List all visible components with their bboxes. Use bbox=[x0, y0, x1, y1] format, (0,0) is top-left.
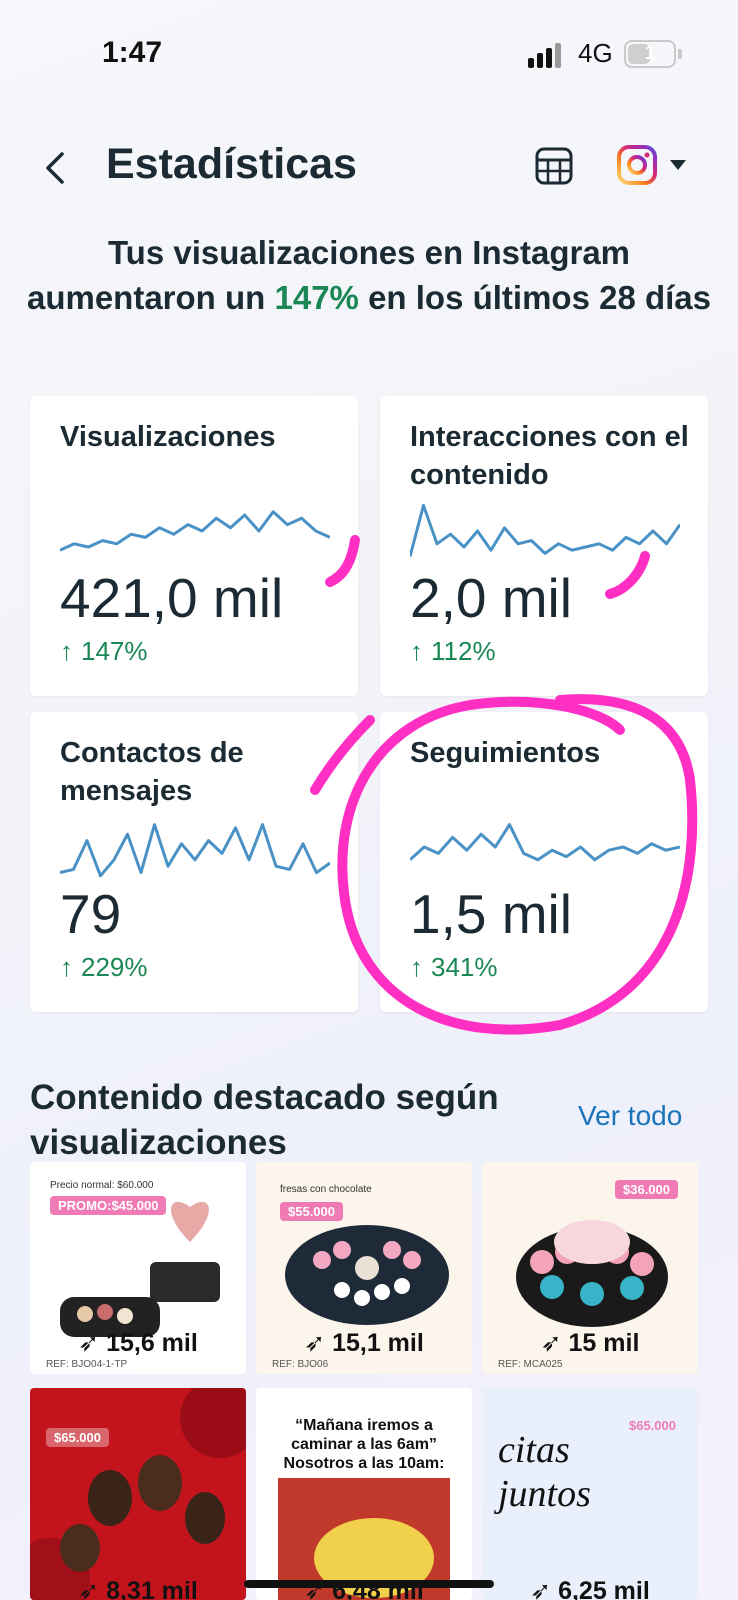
post-views: ➶ 15,6 mil bbox=[78, 1329, 198, 1357]
see-all-link[interactable]: Ver todo bbox=[578, 1100, 683, 1131]
card-title: Contactos de mensajes bbox=[60, 737, 244, 807]
post-ref: REF: MCA025 bbox=[498, 1359, 563, 1370]
post-thumbnail[interactable]: fresas con chocolate $55.000 ➶ 15,1 mil … bbox=[256, 1162, 472, 1374]
arrow-up-icon: ↑ bbox=[410, 636, 423, 666]
post-price: $55.000 bbox=[280, 1202, 343, 1221]
post-note: fresas con chocolate bbox=[280, 1184, 372, 1195]
sparkline-path bbox=[60, 510, 330, 552]
post-views: ➶ 8,31 mil bbox=[30, 1576, 246, 1600]
card-title: Interacciones con el contenido bbox=[410, 421, 689, 491]
summary-percentage: 147% bbox=[274, 279, 359, 316]
product-image bbox=[285, 1225, 449, 1325]
sparkline-chart bbox=[60, 823, 330, 878]
post-note: Precio normal: $60.000 bbox=[50, 1180, 154, 1191]
card-title: Visualizaciones bbox=[60, 421, 276, 453]
network-type: 4G bbox=[578, 38, 613, 68]
post-note: citas juntos bbox=[498, 1429, 591, 1515]
battery-level: 1 bbox=[644, 43, 656, 64]
sparkline-chart bbox=[60, 510, 330, 552]
boost-icon: ➶ bbox=[530, 1577, 559, 1600]
page-title: Estadísticas bbox=[106, 140, 357, 188]
home-indicator bbox=[244, 1580, 494, 1588]
post-note: “Mañana iremos a caminar a las 6am” Noso… bbox=[283, 1417, 445, 1472]
post-thumbnail[interactable]: “Mañana iremos a caminar a las 6am” Noso… bbox=[256, 1388, 472, 1600]
boost-icon: ➶ bbox=[78, 1329, 107, 1357]
dropdown-caret-icon[interactable] bbox=[668, 158, 688, 172]
post-views: ➶ 15 mil bbox=[540, 1329, 640, 1357]
card-value: 2,0 mil bbox=[410, 567, 572, 629]
card-seguimientos[interactable]: Seguimientos 1,5 mil ↑ 341% bbox=[380, 712, 708, 1012]
signal-icon bbox=[528, 43, 561, 68]
status-bar: 1:47 4G 1 bbox=[0, 0, 738, 100]
card-value: 79 bbox=[60, 883, 122, 945]
table-icon[interactable] bbox=[535, 147, 573, 185]
card-change: ↑ 229% bbox=[60, 952, 148, 982]
arrow-up-icon: ↑ bbox=[410, 952, 423, 982]
product-image bbox=[30, 1388, 246, 1600]
card-value: 421,0 mil bbox=[60, 567, 284, 629]
product-image bbox=[60, 1201, 220, 1337]
summary-headline: Tus visualizaciones en Instagram aumenta… bbox=[20, 230, 718, 320]
boost-icon: ➶ bbox=[78, 1577, 107, 1600]
arrow-up-icon: ↑ bbox=[60, 636, 73, 666]
post-price: $65.000 bbox=[46, 1428, 109, 1447]
post-ref: REF: BJO06 bbox=[272, 1359, 329, 1370]
card-value: 1,5 mil bbox=[410, 883, 572, 945]
summary-prefix: Tus visualizaciones en Instagram aumenta… bbox=[26, 234, 631, 316]
boost-icon: ➶ bbox=[540, 1329, 569, 1357]
boost-icon: ➶ bbox=[304, 1329, 333, 1357]
back-arrow-icon[interactable] bbox=[40, 150, 70, 186]
product-image bbox=[516, 1220, 668, 1327]
post-ref: REF: BJO04-1-TP bbox=[46, 1359, 128, 1370]
battery-icon: 1 bbox=[624, 40, 676, 68]
card-change: ↑ 112% bbox=[410, 636, 496, 666]
summary-suffix: en los últimos 28 días bbox=[358, 279, 712, 316]
sparkline-chart bbox=[410, 503, 680, 557]
card-visualizaciones[interactable]: Visualizaciones 421,0 mil ↑ 147% bbox=[30, 396, 358, 696]
product-image bbox=[278, 1478, 450, 1600]
post-price: PROMO:$45.000 bbox=[50, 1196, 167, 1215]
post-thumbnail[interactable]: $65.000 ➶ 8,31 mil bbox=[30, 1388, 246, 1600]
post-views: ➶ 15,1 mil bbox=[304, 1329, 424, 1357]
card-interacciones[interactable]: Interacciones con el contenido 2,0 mil ↑… bbox=[380, 396, 708, 696]
post-thumbnail[interactable]: $65.000 citas juntos ➶ 6,25 mil bbox=[482, 1388, 698, 1600]
card-contactos[interactable]: Contactos de mensajes 79 ↑ 229% bbox=[30, 712, 358, 1012]
post-thumbnail[interactable]: $36.000 ➶ 15 mil REF: MCA025 bbox=[482, 1162, 698, 1374]
header: Estadísticas bbox=[0, 120, 738, 210]
sparkline-path bbox=[410, 823, 680, 862]
post-price: $36.000 bbox=[615, 1180, 678, 1199]
card-change: ↑ 341% bbox=[410, 952, 498, 982]
sparkline-chart bbox=[410, 823, 680, 862]
card-title: Seguimientos bbox=[410, 737, 601, 769]
post-price: $65.000 bbox=[629, 1418, 676, 1433]
instagram-icon[interactable] bbox=[616, 144, 658, 186]
status-time: 1:47 bbox=[102, 36, 163, 69]
post-views: ➶ 6,25 mil bbox=[482, 1576, 698, 1600]
sparkline-path bbox=[410, 503, 680, 557]
post-thumbnail[interactable]: Precio normal: $60.000 PROMO:$45.000 ➶ 1… bbox=[30, 1162, 246, 1374]
sparkline-path bbox=[60, 823, 330, 878]
arrow-up-icon: ↑ bbox=[60, 952, 73, 982]
card-change: ↑ 147% bbox=[60, 636, 148, 666]
section-title: Contenido destacado según visualizacione… bbox=[30, 1078, 499, 1162]
